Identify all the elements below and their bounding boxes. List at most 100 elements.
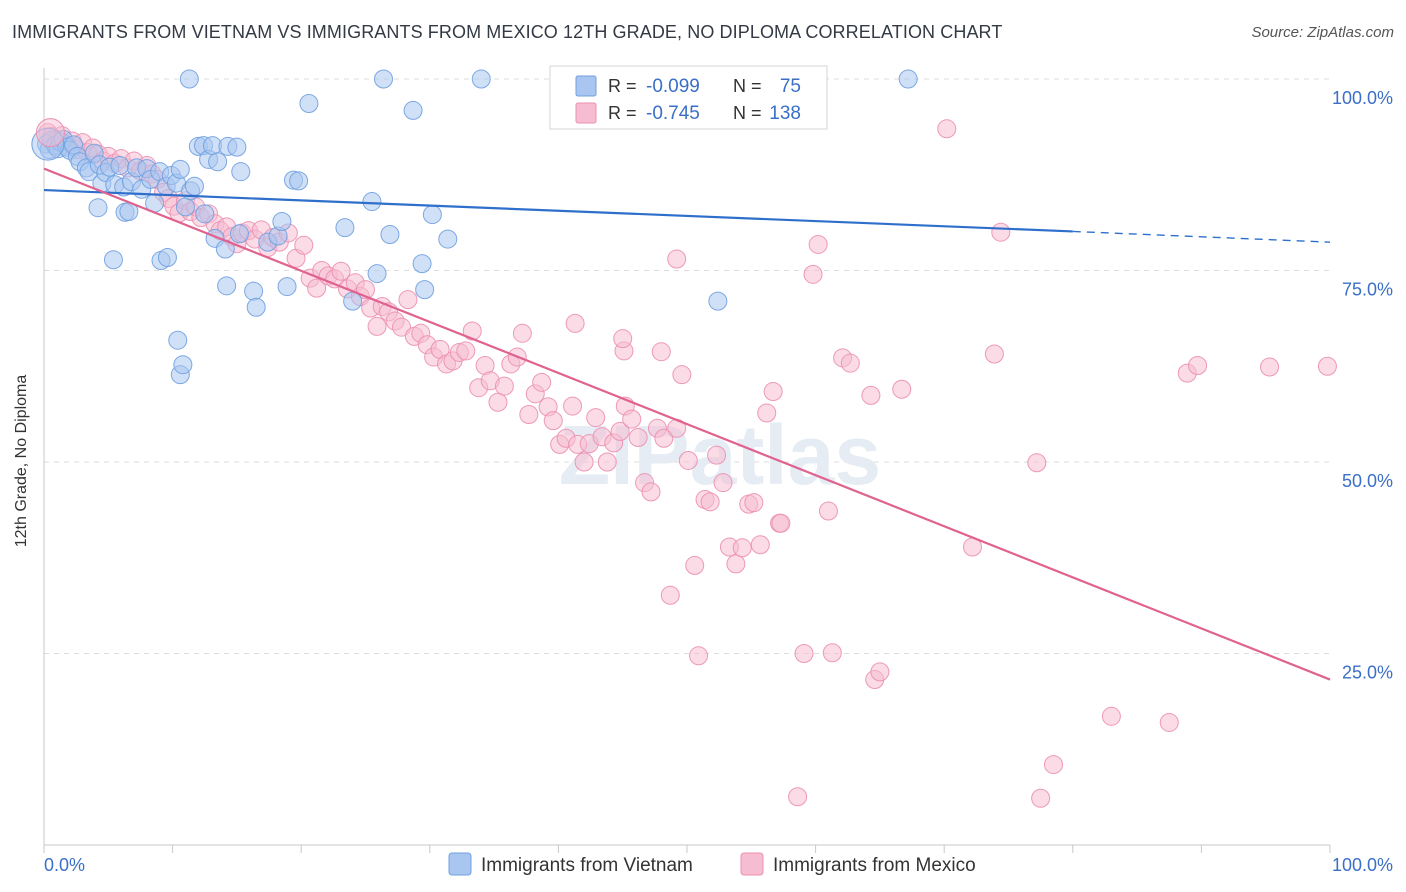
point-mexico: [367, 316, 387, 336]
point-mexico: [861, 385, 881, 405]
y-tick-label: 50.0%: [1342, 471, 1393, 491]
point-vietnam: [229, 224, 249, 244]
point-mexico: [1260, 357, 1280, 377]
point-vietnam: [179, 69, 199, 89]
point-vietnam: [289, 171, 309, 191]
point-mexico: [651, 342, 671, 362]
point-mexico: [512, 323, 532, 343]
legend-label-vietnam: Immigrants from Vietnam: [481, 855, 693, 876]
stats-n-label: N =: [733, 103, 762, 123]
trend-line-vietnam: [43, 188, 1073, 233]
point-mexico: [744, 493, 764, 513]
point-mexico: [331, 261, 351, 281]
point-mexico: [532, 372, 552, 392]
point-mexico: [543, 411, 563, 431]
y-tick-label: 75.0%: [1342, 280, 1393, 300]
point-mexico: [565, 313, 585, 333]
point-mexico: [456, 341, 476, 361]
point-mexico: [1188, 355, 1208, 375]
stats-legend: R = -0.099 N = 75 R = -0.745 N = 138: [549, 65, 828, 130]
point-vietnam: [272, 211, 292, 231]
point-mexico: [660, 585, 680, 605]
point-vietnam: [170, 159, 190, 179]
point-vietnam: [168, 330, 188, 350]
point-mexico: [494, 376, 514, 396]
point-vietnam: [88, 198, 108, 218]
point-vietnam: [217, 276, 237, 296]
point-mexico: [398, 290, 418, 310]
point-vietnam: [380, 224, 400, 244]
x-tick-label: 0.0%: [44, 855, 85, 875]
trend-line-vietnam-extension: [1072, 230, 1331, 243]
point-mexico: [840, 353, 860, 373]
point-mexico: [892, 379, 912, 399]
point-vietnam: [246, 297, 266, 317]
point-mexico: [678, 450, 698, 470]
point-vietnam: [157, 247, 177, 267]
point-mexico: [870, 662, 890, 682]
point-vietnam: [227, 137, 247, 157]
point-vietnam: [173, 355, 193, 375]
tick-labels: 100.0% 75.0% 50.0% 25.0% 0.0% 100.0%: [44, 88, 1393, 875]
point-mexico: [1159, 712, 1179, 732]
point-mexico: [713, 473, 733, 493]
legend-label-mexico: Immigrants from Mexico: [773, 855, 976, 876]
point-vietnam: [438, 229, 458, 249]
stats-r-label: R =: [608, 103, 637, 123]
point-vietnam: [244, 281, 264, 301]
point-mexico: [628, 427, 648, 447]
stats-r-value: -0.745: [646, 103, 700, 124]
point-vietnam: [403, 100, 423, 120]
point-mexico: [622, 409, 642, 429]
y-tick-label: 100.0%: [1332, 88, 1393, 108]
point-mexico: [1317, 356, 1337, 376]
bottom-legend: Immigrants from Vietnam Immigrants from M…: [448, 852, 976, 876]
trend-lines: [43, 167, 1331, 681]
point-vietnam: [175, 197, 195, 217]
chart-title: IMMIGRANTS FROM VIETNAM VS IMMIGRANTS FR…: [12, 22, 1003, 42]
point-vietnam: [471, 69, 491, 89]
point-mexico: [672, 365, 692, 385]
point-mexico: [732, 538, 752, 558]
point-mexico: [1027, 453, 1047, 473]
stats-n-value: 138: [769, 103, 801, 124]
point-mexico: [307, 278, 327, 298]
point-mexico: [685, 555, 705, 575]
point-vietnam: [362, 192, 382, 212]
point-mexico: [771, 513, 791, 533]
point-mexico: [937, 119, 957, 139]
point-mexico: [763, 382, 783, 402]
point-vietnam: [103, 250, 123, 270]
point-vietnam: [708, 291, 728, 311]
point-mexico: [1101, 706, 1121, 726]
point-vietnam: [898, 69, 918, 89]
point-vietnam: [422, 205, 442, 225]
point-mexico: [700, 492, 720, 512]
point-mexico: [35, 118, 65, 148]
point-mexico: [519, 405, 539, 425]
point-mexico: [294, 235, 314, 255]
stats-swatch-mexico: [575, 102, 597, 124]
point-vietnam: [277, 277, 297, 297]
point-mexico: [462, 321, 482, 341]
point-mexico: [574, 452, 594, 472]
point-mexico: [726, 554, 746, 574]
point-vietnam: [195, 204, 215, 224]
point-mexico: [822, 643, 842, 663]
point-mexico: [788, 787, 808, 807]
stats-r-value: -0.099: [646, 76, 700, 97]
point-mexico: [803, 264, 823, 284]
point-vietnam: [367, 264, 387, 284]
legend-swatch-vietnam: [448, 852, 472, 876]
point-mexico: [984, 344, 1004, 364]
point-mexico: [641, 482, 661, 502]
stats-n-value: 75: [780, 76, 801, 97]
stats-swatch-vietnam: [575, 75, 597, 97]
point-mexico: [597, 452, 617, 472]
point-mexico: [689, 646, 709, 666]
source-note: Source: ZipAtlas.com: [1251, 24, 1394, 41]
point-vietnam: [374, 69, 394, 89]
stats-n-label: N =: [733, 76, 762, 96]
point-mexico: [794, 644, 814, 663]
